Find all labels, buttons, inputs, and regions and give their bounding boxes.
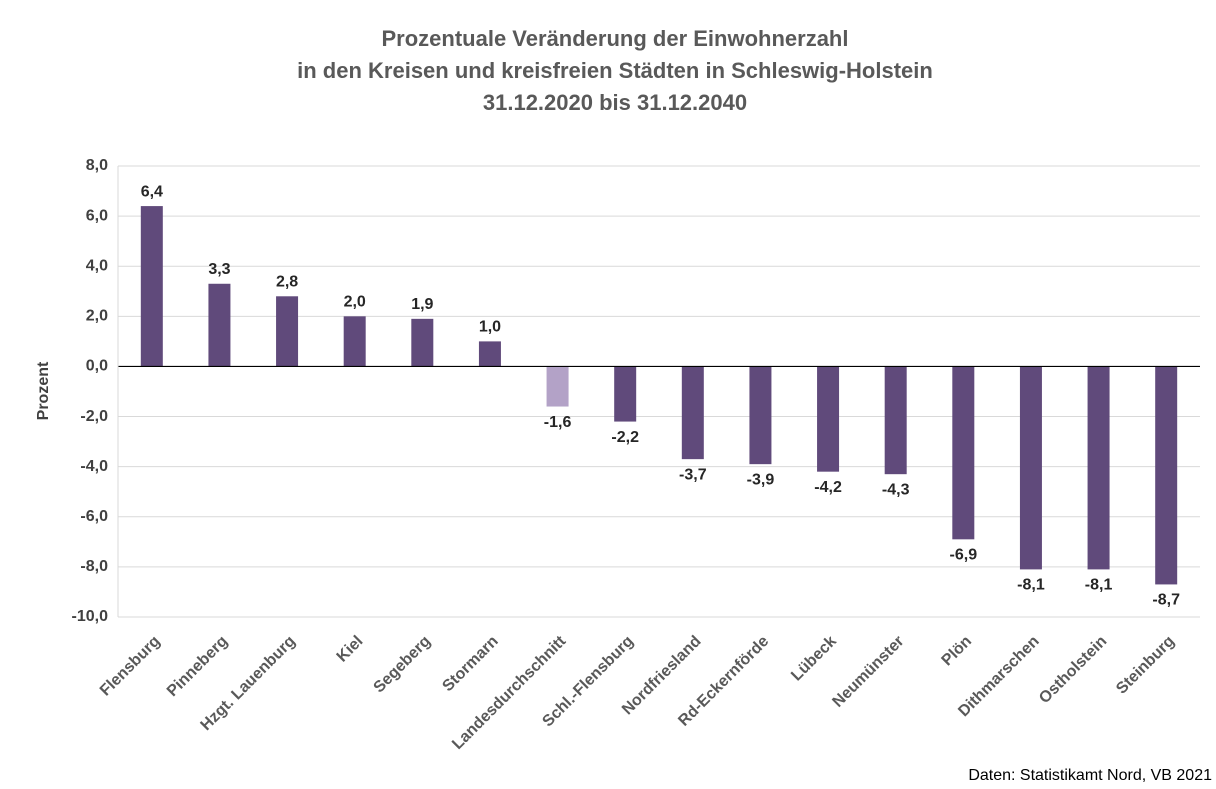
x-tick-label: Kiel [334,633,367,666]
bar [276,296,299,367]
y-tick-label: -6,0 [80,508,108,525]
value-label: 2,0 [344,294,366,311]
y-tick-label: 4,0 [86,257,108,274]
bar [884,366,907,475]
bar [208,283,231,367]
bar [140,206,163,367]
value-label: -4,2 [814,479,842,496]
y-tick-label: -2,0 [80,408,108,425]
x-tick-label: Ostholstein [1036,633,1110,707]
bar [546,366,569,407]
bar [1087,366,1110,570]
value-label: -8,7 [1152,592,1180,609]
x-tick-label: Plön [939,633,976,670]
y-tick-label: 8,0 [86,157,108,174]
y-axis-label: Prozent [35,361,52,420]
bar [749,366,772,465]
x-tick-label: Lübeck [788,633,840,685]
y-tick-label: 2,0 [86,308,108,325]
bar [1155,366,1178,585]
value-label: -4,3 [882,481,910,498]
y-tick-label: 0,0 [86,358,108,375]
chart-title: Prozentuale Veränderung der Einwohnerzah… [382,26,849,51]
chart-title: in den Kreisen und kreisfreien Städten i… [297,58,933,83]
x-tick-label: Neumünster [829,633,907,711]
bar [343,316,366,367]
x-tick-label: Segeberg [371,633,435,697]
x-tick-label: Flensburg [97,633,164,700]
value-label: -6,9 [950,547,978,564]
value-label: 6,4 [141,183,163,200]
bar [952,366,975,540]
value-label: -3,7 [679,466,707,483]
value-label: -8,1 [1085,577,1113,594]
bar [411,318,434,367]
bar [681,366,704,460]
value-label: -2,2 [611,429,639,446]
y-tick-label: -8,0 [80,558,108,575]
y-tick-label: -10,0 [72,608,109,625]
value-label: -3,9 [747,471,775,488]
value-label: -8,1 [1017,577,1045,594]
bar [817,366,840,472]
value-label: 2,8 [276,274,298,291]
bar [1019,366,1042,570]
source-note: Daten: Statistikamt Nord, VB 2021 [968,767,1212,784]
chart-title: 31.12.2020 bis 31.12.2040 [483,90,747,115]
value-label: -1,6 [544,414,572,431]
x-tick-label: Pinneberg [164,633,231,700]
value-label: 1,9 [411,296,433,313]
x-tick-label: Steinburg [1113,633,1178,698]
bar [478,341,501,367]
bar [614,366,637,422]
value-label: 1,0 [479,319,501,336]
value-label: 3,3 [208,261,230,278]
y-tick-label: 6,0 [86,207,108,224]
x-tick-label: Stormarn [439,633,501,695]
x-tick-label: Landesdurchschnitt [449,632,570,753]
y-tick-label: -4,0 [80,458,108,475]
